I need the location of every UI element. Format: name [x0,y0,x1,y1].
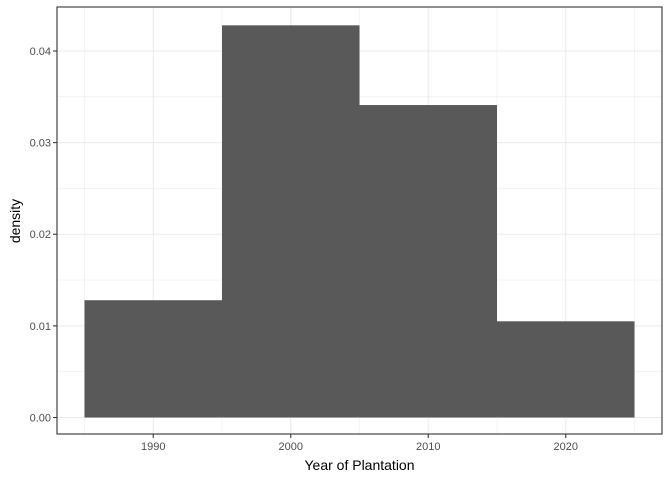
y-tick-label: 0.04 [30,46,51,58]
y-tick-label: 0.02 [30,229,51,241]
histogram-bar [84,300,222,418]
y-axis-title: density [7,199,23,243]
panel-border [56,6,663,435]
y-tick-label: 0.00 [30,413,51,425]
x-axis-title: Year of Plantation [304,457,414,473]
x-tick-label: 1990 [141,441,165,453]
x-tick-label: 2000 [279,441,303,453]
histogram-bars [84,25,635,418]
histogram-bar [497,321,635,418]
y-tick-label: 0.01 [30,321,51,333]
x-tick-label: 2020 [554,441,578,453]
y-axis-ticks: 0.00 0.01 0.02 0.03 0.04 [30,46,57,425]
y-tick-label: 0.03 [30,138,51,150]
x-axis-ticks: 1990 2000 2010 2020 [141,434,578,453]
histogram-bar [222,25,360,418]
x-tick-label: 2010 [416,441,440,453]
histogram-bar [359,105,497,418]
